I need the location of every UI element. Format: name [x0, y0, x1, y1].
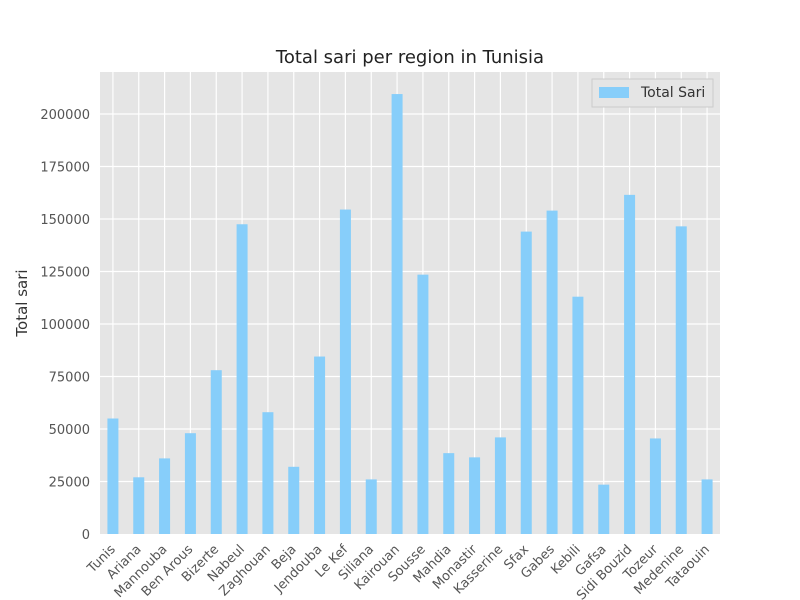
bar-bizerte	[210, 370, 222, 534]
y-tick-label: 75000	[49, 371, 90, 386]
bar-ariana	[133, 477, 145, 534]
legend-label: Total Sari	[640, 85, 705, 101]
y-tick-label: 0	[82, 528, 90, 543]
bar-beja	[288, 466, 300, 534]
bar-ben-arous	[184, 433, 196, 534]
bar-gafsa	[598, 484, 610, 534]
y-tick-label: 150000	[40, 213, 90, 228]
y-tick-label: 25000	[49, 476, 90, 491]
plot-area	[100, 72, 720, 534]
legend-swatch	[599, 87, 629, 98]
bar-sousse	[417, 274, 429, 534]
bar-jendouba	[314, 356, 326, 534]
bar-mahdia	[443, 453, 455, 534]
y-tick-label: 50000	[49, 423, 90, 438]
legend: Total Sari	[591, 78, 714, 108]
y-tick-label: 175000	[40, 161, 90, 176]
y-axis-label: Total sari	[13, 269, 31, 337]
bar-monastir	[469, 457, 481, 534]
bar-tunis	[107, 418, 119, 534]
bar-tozeur	[649, 438, 661, 534]
y-tick-label: 200000	[40, 108, 90, 123]
bar-sfax	[520, 231, 532, 534]
bar-nabeul	[236, 224, 248, 534]
bar-kairouan	[391, 94, 403, 535]
bar-sidi-bouzid	[624, 194, 636, 534]
bars	[107, 94, 713, 535]
bar-siliana	[365, 479, 377, 534]
bar-gabes	[546, 210, 558, 534]
y-tick-label: 125000	[40, 266, 90, 281]
bar-zaghouan	[262, 412, 274, 534]
bar-kasserine	[494, 437, 506, 534]
chart-title: Total sari per region in Tunisia	[275, 47, 544, 68]
y-tick-label: 100000	[40, 318, 90, 333]
bar-medenine	[675, 226, 687, 534]
bar-tataouin	[701, 479, 713, 534]
y-axis-ticks: 0 25000 50000 75000 100000 125000 150000 175000…	[40, 108, 90, 543]
bar-mannouba	[159, 458, 171, 534]
bar-le-kef	[339, 209, 351, 535]
bar-kebili	[572, 296, 584, 534]
